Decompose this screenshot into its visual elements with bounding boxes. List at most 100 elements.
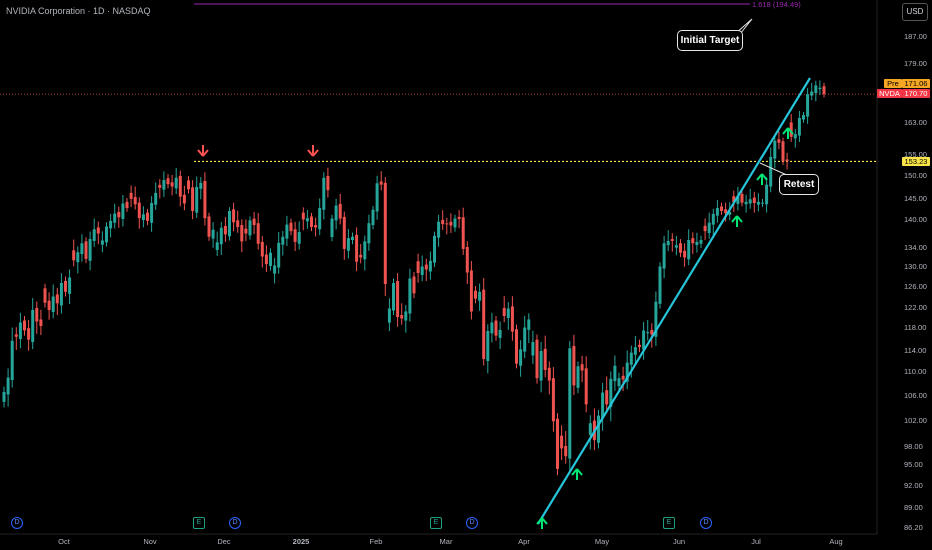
up-arrow-icon <box>756 173 768 185</box>
candle-body <box>564 446 568 457</box>
candle-body <box>256 223 260 244</box>
candle-body <box>355 234 359 262</box>
dividend-event-icon[interactable]: D <box>229 517 241 529</box>
y-tick-label: 89.00 <box>904 503 923 512</box>
y-tick-label: 86.20 <box>904 523 923 532</box>
y-tick-label: 187.00 <box>904 32 927 41</box>
down-arrow-icon <box>307 145 319 157</box>
candle-body <box>732 196 736 203</box>
trendline <box>537 77 811 525</box>
earnings-event-icon[interactable]: E <box>193 517 205 529</box>
candle-body <box>35 308 39 322</box>
candle-body <box>814 85 818 93</box>
candle-body <box>310 216 313 227</box>
candle-body <box>285 224 289 239</box>
dividend-event-icon[interactable]: D <box>700 517 712 529</box>
x-tick-label: May <box>595 537 609 546</box>
candle-body <box>47 300 51 310</box>
candle-body <box>113 213 117 223</box>
candle-body <box>736 195 740 204</box>
candle-body <box>715 208 719 216</box>
candle-body <box>174 177 178 189</box>
y-tick-label: 179.00 <box>904 59 927 68</box>
dividend-event-icon[interactable]: D <box>466 517 478 529</box>
candle-body <box>346 238 350 251</box>
candle-body <box>547 367 551 381</box>
dividend-event-icon[interactable]: D <box>11 517 23 529</box>
candle-body <box>351 236 354 240</box>
candle-body <box>793 134 797 139</box>
candle-body <box>576 366 580 388</box>
candle-body <box>2 392 6 402</box>
candle-body <box>498 329 502 338</box>
candle-body <box>223 226 227 235</box>
candle-body <box>318 208 322 230</box>
candle-body <box>137 202 141 219</box>
pre-label-tag: Pre <box>884 79 902 88</box>
candle-body <box>326 175 330 191</box>
earnings-event-icon[interactable]: E <box>663 517 675 529</box>
candle-body <box>658 266 662 304</box>
candle-body <box>802 115 805 120</box>
candle-body <box>166 178 170 185</box>
support-price-tag: 153.23 <box>902 157 930 166</box>
candle-body <box>761 202 764 204</box>
candle-body <box>117 211 121 218</box>
y-tick-label: 114.00 <box>904 346 926 355</box>
candle-body <box>752 197 756 204</box>
candle-body <box>810 91 814 96</box>
earnings-event-icon[interactable]: E <box>430 517 442 529</box>
candle-body <box>59 283 63 306</box>
candle-body <box>392 283 395 311</box>
candle-body <box>207 216 211 237</box>
retest-callout: Retest <box>779 174 819 195</box>
candle-body <box>453 218 457 228</box>
candle-body <box>244 228 248 234</box>
candle-body <box>289 222 293 232</box>
candle-body <box>703 225 707 232</box>
candle-body <box>100 240 104 245</box>
symbol-tag: NVDA <box>877 89 902 98</box>
candle-body <box>756 201 760 205</box>
candle-body <box>359 254 363 258</box>
candle-body <box>494 320 498 336</box>
candle-body <box>433 235 436 263</box>
candle-body <box>506 308 510 318</box>
candle-body <box>150 203 154 223</box>
candle-body <box>76 252 80 263</box>
candle-body <box>404 311 408 321</box>
pre-price-tag: 171.06 <box>902 79 930 88</box>
currency-button[interactable]: USD <box>902 3 928 21</box>
candle-body <box>68 277 72 294</box>
candle-body <box>551 378 555 422</box>
y-tick-label: 98.00 <box>904 442 923 451</box>
candle-body <box>305 218 309 222</box>
candle-body <box>125 201 129 209</box>
y-tick-label: 130.00 <box>904 262 927 271</box>
candle-body <box>383 182 387 284</box>
y-tick-label: 102.00 <box>904 416 927 425</box>
candle-body <box>92 229 96 241</box>
chart-title: NVIDIA Corporation · 1D · NASDAQ <box>6 6 151 16</box>
candle-body <box>170 182 174 187</box>
up-arrow-icon <box>536 517 548 529</box>
candle-body <box>191 187 195 212</box>
candle-body <box>699 240 703 244</box>
candle-body <box>10 340 14 380</box>
candle-body <box>777 139 781 143</box>
candle-body <box>129 192 133 199</box>
candle-body <box>531 341 535 356</box>
candle-body <box>482 289 486 359</box>
candle-body <box>232 209 236 223</box>
candle-body <box>687 240 691 260</box>
candle-body <box>211 229 215 239</box>
candle-body <box>338 203 342 219</box>
candle-body <box>273 265 277 274</box>
candle-body <box>670 239 674 241</box>
candle-body <box>822 86 826 95</box>
candle-body <box>584 368 588 405</box>
candle-body <box>572 345 576 386</box>
candle-body <box>486 331 490 362</box>
y-tick-label: 126.00 <box>904 282 927 291</box>
